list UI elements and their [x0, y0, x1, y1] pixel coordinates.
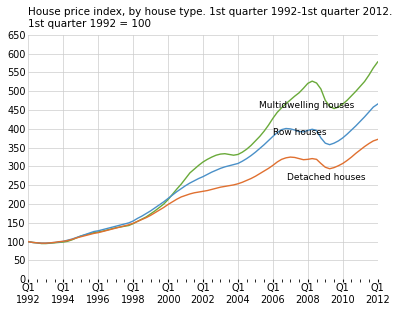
- Text: House price index, by house type. 1st quarter 1992-1st quarter 2012.
1st quarter: House price index, by house type. 1st qu…: [28, 7, 393, 28]
- Text: Row houses: Row houses: [273, 128, 326, 137]
- Text: Multidwelling houses: Multidwelling houses: [259, 101, 354, 110]
- Text: Detached houses: Detached houses: [287, 173, 365, 183]
